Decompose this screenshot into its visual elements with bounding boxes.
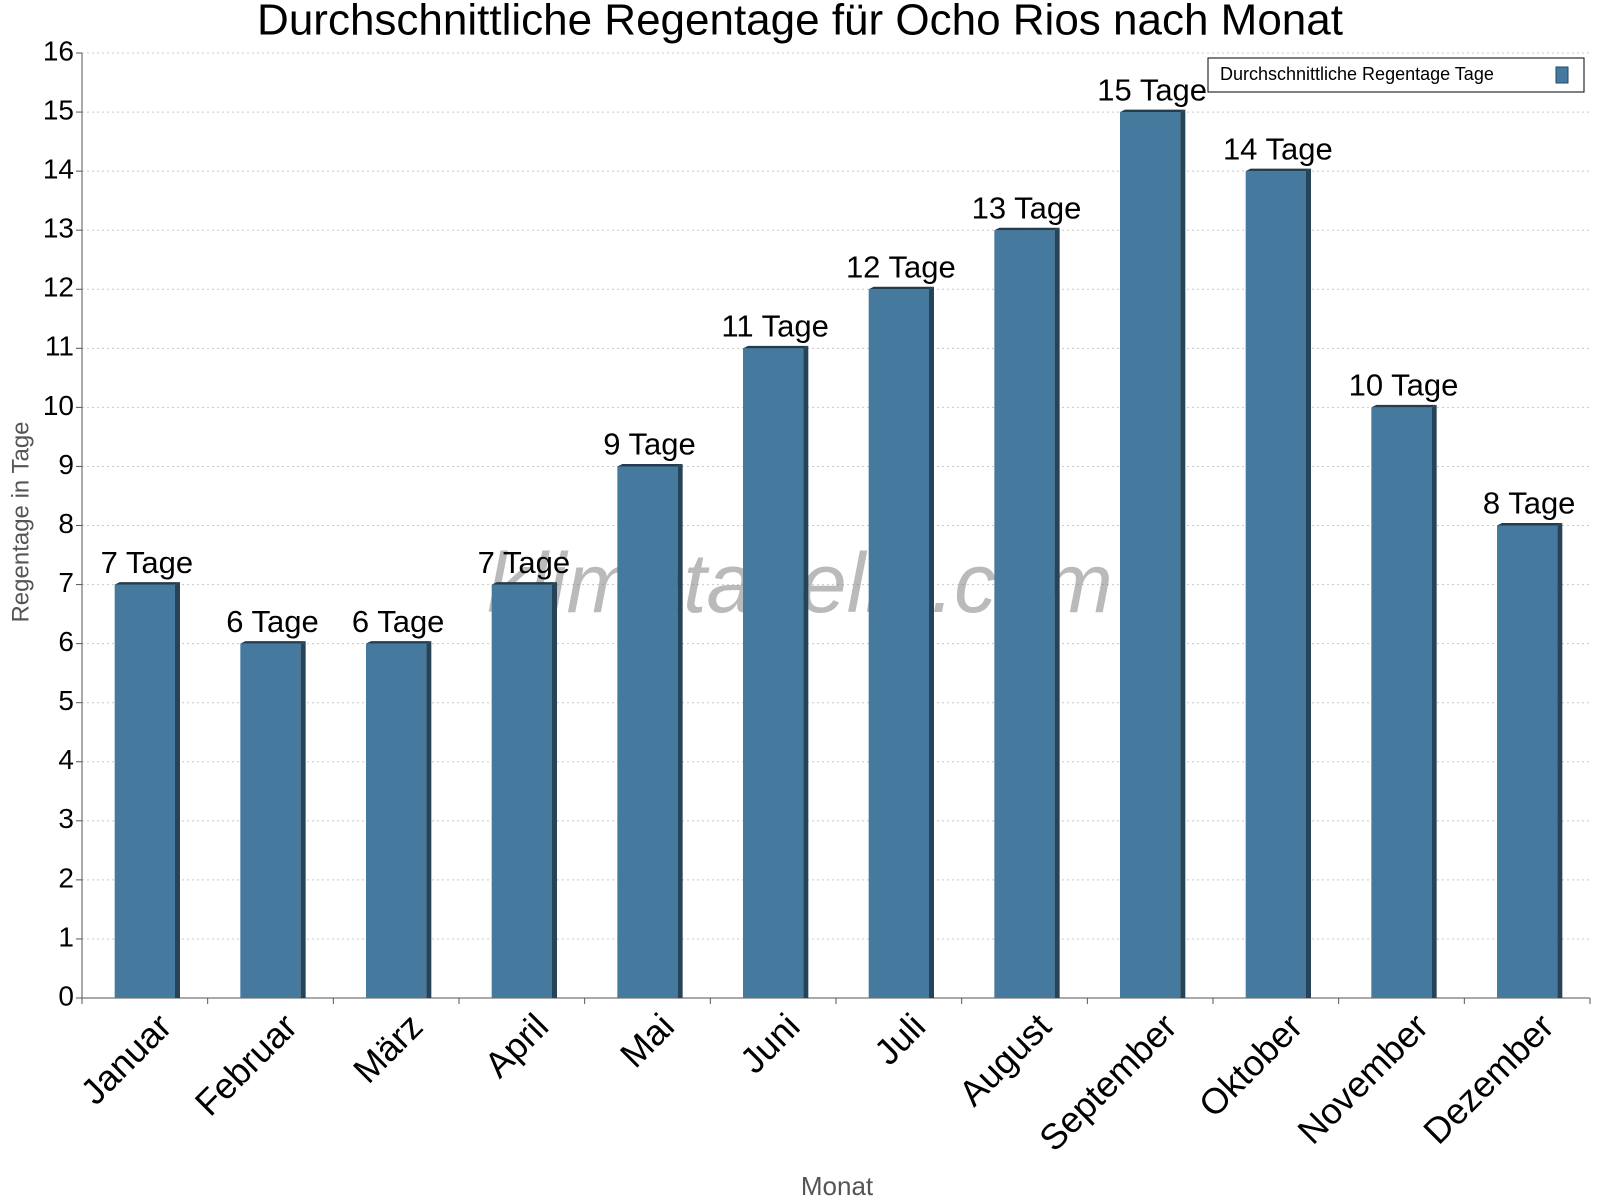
x-tick-label: Oktober <box>1191 1005 1311 1125</box>
x-tick-label: Mai <box>612 1005 682 1075</box>
bar-side <box>174 582 180 998</box>
bar-side <box>1305 168 1311 998</box>
y-tick-label: 10 <box>43 390 74 421</box>
bar-top <box>114 582 180 585</box>
x-tick-label: Februar <box>187 1005 305 1123</box>
bar-top <box>1245 168 1311 172</box>
chart-title: Durchschnittliche Regentage für Ocho Rio… <box>257 0 1343 45</box>
legend-label: Durchschnittliche Regentage Tage <box>1220 64 1494 84</box>
bar-side <box>677 463 683 998</box>
x-tick-label: Juni <box>732 1005 808 1081</box>
data-label: 10 Tage <box>1349 368 1459 403</box>
x-tick-label: April <box>476 1005 556 1085</box>
y-tick-label: 11 <box>45 331 74 362</box>
y-axis-label: Regentage in Tage <box>7 421 34 622</box>
bar-top <box>1497 523 1563 526</box>
y-tick-label: 6 <box>58 626 74 657</box>
data-label: 6 Tage <box>226 604 319 639</box>
legend-swatch <box>1555 66 1569 84</box>
data-label: 12 Tage <box>846 249 956 284</box>
y-tick-label: 3 <box>58 803 74 834</box>
bar-top <box>617 463 683 467</box>
data-label: 7 Tage <box>478 545 571 580</box>
bar-side <box>551 582 557 998</box>
bar-top <box>994 227 1060 231</box>
bar <box>743 348 804 998</box>
y-tick-label: 8 <box>58 508 74 539</box>
bar-side <box>426 641 432 998</box>
x-tick-label: März <box>345 1005 431 1091</box>
y-tick-label: 16 <box>43 35 74 66</box>
data-label: 14 Tage <box>1223 131 1333 166</box>
data-label: 7 Tage <box>101 545 194 580</box>
bar-side <box>1180 109 1186 998</box>
y-tick-label: 14 <box>43 154 74 185</box>
bar-side <box>1054 227 1060 998</box>
bar <box>1497 525 1558 998</box>
bar <box>1371 407 1432 998</box>
data-label: 9 Tage <box>603 427 696 462</box>
bar-top <box>366 641 432 644</box>
y-tick-label: 2 <box>58 862 74 893</box>
bar <box>1120 112 1181 998</box>
data-label: 13 Tage <box>972 190 1082 225</box>
y-tick-label: 13 <box>43 213 74 244</box>
data-label: 15 Tage <box>1097 72 1207 107</box>
x-axis-label: Monat <box>801 1171 874 1200</box>
y-tick-label: 9 <box>58 449 74 480</box>
x-tick-label: September <box>1031 1005 1185 1159</box>
data-label: 11 Tage <box>721 309 828 344</box>
y-tick-label: 5 <box>58 685 74 716</box>
bar <box>491 584 552 998</box>
y-tick-label: 4 <box>58 744 74 775</box>
bar-top <box>743 345 809 349</box>
bar-top <box>240 641 306 644</box>
bar <box>366 643 427 998</box>
data-label: 8 Tage <box>1483 486 1576 521</box>
bar <box>114 584 175 998</box>
bar-side <box>1431 404 1437 998</box>
bar-top <box>868 286 934 290</box>
bar <box>1245 171 1306 998</box>
bar <box>868 289 929 998</box>
bar-top <box>1120 109 1186 113</box>
y-tick-label: 1 <box>58 921 74 952</box>
x-tick-label: August <box>951 1005 1059 1113</box>
y-tick-label: 15 <box>43 94 74 125</box>
x-tick-label: Januar <box>72 1005 179 1112</box>
bar <box>994 230 1055 998</box>
x-tick-label: November <box>1289 1005 1435 1151</box>
x-tick-label: Dezember <box>1415 1005 1561 1151</box>
y-tick-label: 12 <box>43 272 74 303</box>
y-tick-label: 0 <box>58 980 74 1011</box>
data-label: 6 Tage <box>352 604 445 639</box>
x-tick-label: Juli <box>866 1005 933 1072</box>
bar-side <box>1557 523 1563 998</box>
bar <box>240 643 301 998</box>
bar-top <box>1371 404 1437 408</box>
bar-side <box>928 286 934 998</box>
y-tick-label: 7 <box>58 567 74 598</box>
legend-box <box>1207 57 1585 93</box>
bar-top <box>491 582 557 585</box>
bar-side <box>300 641 306 998</box>
bar <box>617 466 678 998</box>
bar-side <box>803 345 809 998</box>
